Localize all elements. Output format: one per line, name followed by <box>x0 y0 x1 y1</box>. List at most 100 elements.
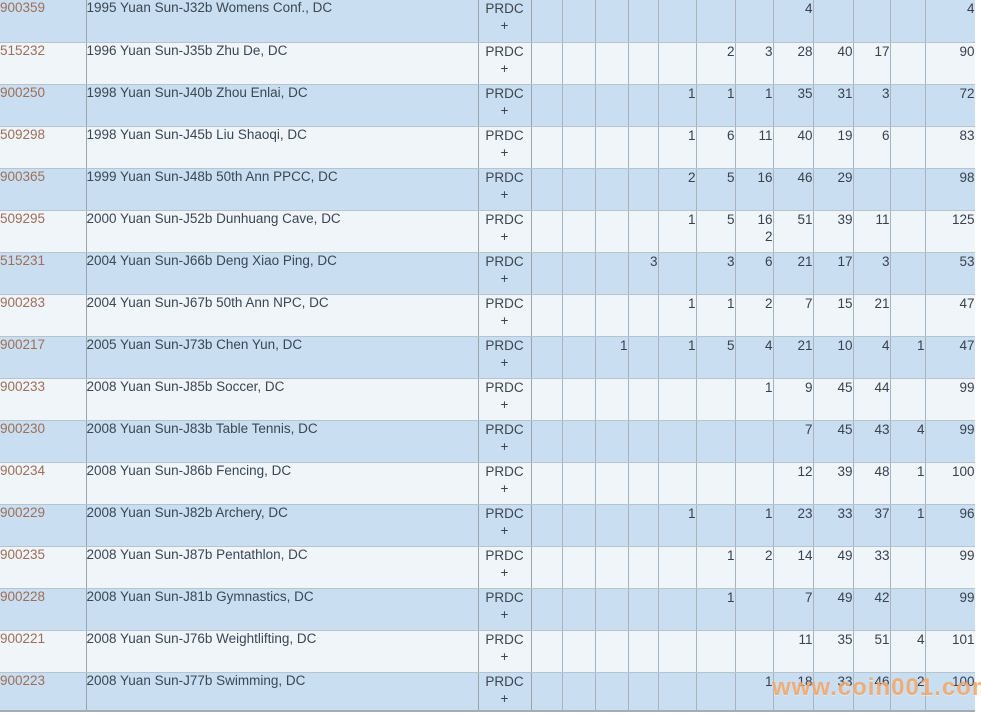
grade-count-cell: 37 <box>853 504 891 547</box>
cell-line-1: 1 <box>764 673 773 689</box>
census-row: 509295 2000 Yuan Sun-J52b Dunhuang Cave, … <box>0 210 975 253</box>
grade-count-cell <box>735 588 774 631</box>
cert-id-link[interactable]: 900234 <box>0 462 87 505</box>
cell-line-2 <box>532 606 562 623</box>
cell-line-1 <box>659 379 696 396</box>
cert-id-link[interactable]: 509295 <box>0 210 87 253</box>
total-count-cell: 72 <box>925 84 975 127</box>
grade-count-cell <box>658 420 697 463</box>
cell-line-1 <box>532 589 562 606</box>
cell-line-1: 4 <box>804 1 813 16</box>
cell-line-1: 10 <box>837 337 853 353</box>
cell-line-1 <box>891 547 925 564</box>
cert-id-link[interactable]: 900365 <box>0 168 87 211</box>
plus-designation-label: + <box>500 606 509 622</box>
cert-id-link[interactable]: 515232 <box>0 42 87 85</box>
cell-line-2 <box>532 354 562 371</box>
cert-id-link[interactable]: 900221 <box>0 630 87 673</box>
plus-designation-label: + <box>500 18 509 33</box>
grade-count-cell <box>595 84 629 127</box>
coin-description: 2008 Yuan Sun-J82b Archery, DC <box>86 504 479 547</box>
cell-line-1: 47 <box>959 337 975 353</box>
cert-id-link[interactable]: 900359 <box>0 0 87 43</box>
grade-count-cell: 33 <box>813 504 854 547</box>
cell-line-1 <box>563 127 595 144</box>
cell-line-2 <box>854 480 890 497</box>
cell-line-1 <box>563 631 595 648</box>
cert-id-link[interactable]: 900283 <box>0 294 87 337</box>
cert-id-link[interactable]: 509298 <box>0 126 87 169</box>
grade-count-cell <box>628 378 659 421</box>
cell-line-1 <box>697 631 735 648</box>
cell-line-2 <box>891 606 925 623</box>
cell-line-1 <box>659 0 696 17</box>
cell-line-1: 51 <box>874 631 890 647</box>
cell-line-1 <box>596 127 628 144</box>
designation-cell: PRDC + <box>478 42 532 85</box>
cell-line-1 <box>891 0 925 17</box>
grade-count-cell <box>628 504 659 547</box>
cell-line-2 <box>596 60 628 77</box>
cell-line-2 <box>629 60 658 77</box>
cert-id-link[interactable]: 900233 <box>0 378 87 421</box>
grade-count-cell: 12 <box>773 462 814 505</box>
grade-count-cell: 31 <box>813 84 854 127</box>
grade-count-cell: 1 <box>658 84 697 127</box>
grade-count-cell <box>696 672 736 710</box>
grade-count-cell <box>531 546 563 589</box>
cert-id-link[interactable]: 900230 <box>0 420 87 463</box>
cert-id-link[interactable]: 900250 <box>0 84 87 127</box>
cell-line-1: 42 <box>874 589 890 605</box>
grade-count-cell <box>562 84 596 127</box>
cell-line-2 <box>814 522 853 539</box>
cert-id-link[interactable]: 900228 <box>0 588 87 631</box>
plus-designation-label: + <box>500 270 509 286</box>
cell-line-2 <box>814 648 853 665</box>
cert-id-link[interactable]: 900223 <box>0 672 87 710</box>
cell-line-1: 23 <box>797 505 813 521</box>
cell-line-1 <box>659 43 696 60</box>
grade-count-cell <box>696 378 736 421</box>
cell-line-1: 100 <box>951 463 975 479</box>
cell-line-2 <box>659 60 696 77</box>
cell-line-1 <box>596 295 628 312</box>
cell-line-1 <box>532 631 562 648</box>
designation-label: PRDC <box>485 589 524 605</box>
cell-line-1 <box>563 505 595 522</box>
grade-count-cell <box>595 42 629 85</box>
total-count-cell: 96 <box>925 504 975 547</box>
cell-line-2 <box>926 17 975 34</box>
grade-count-cell: 21 <box>773 252 814 295</box>
plus-designation-label: + <box>500 438 509 454</box>
designation-label: PRDC <box>485 253 524 269</box>
cell-line-2 <box>774 606 813 623</box>
cell-line-2 <box>659 564 696 581</box>
cert-id-link[interactable]: 515231 <box>0 252 87 295</box>
grade-count-cell <box>658 672 697 710</box>
cell-line-2 <box>736 17 773 34</box>
cell-line-2 <box>563 564 595 581</box>
cell-line-1: 40 <box>837 43 853 59</box>
cell-line-1 <box>563 673 595 690</box>
cell-line-2 <box>596 522 628 539</box>
cert-id-link[interactable]: 900229 <box>0 504 87 547</box>
cell-line-2 <box>532 564 562 581</box>
cell-line-1 <box>629 85 658 102</box>
cert-id-link[interactable]: 900217 <box>0 336 87 379</box>
cell-line-1 <box>596 379 628 396</box>
grade-count-cell: 3 <box>853 252 891 295</box>
cell-line-1 <box>629 0 658 17</box>
grade-count-cell: 10 <box>813 336 854 379</box>
cell-line-2 <box>596 438 628 455</box>
cert-id-link[interactable]: 900235 <box>0 546 87 589</box>
total-count-cell: 98 <box>925 168 975 211</box>
cell-line-2 <box>854 438 890 455</box>
cell-line-2 <box>854 522 890 539</box>
cell-line-1: 83 <box>959 127 975 143</box>
cell-line-1: 7 <box>804 589 813 605</box>
cell-line-2 <box>926 354 975 371</box>
grade-count-cell: 7 <box>773 588 814 631</box>
cell-line-2 <box>596 690 628 707</box>
designation-cell: PRDC + <box>478 294 532 337</box>
